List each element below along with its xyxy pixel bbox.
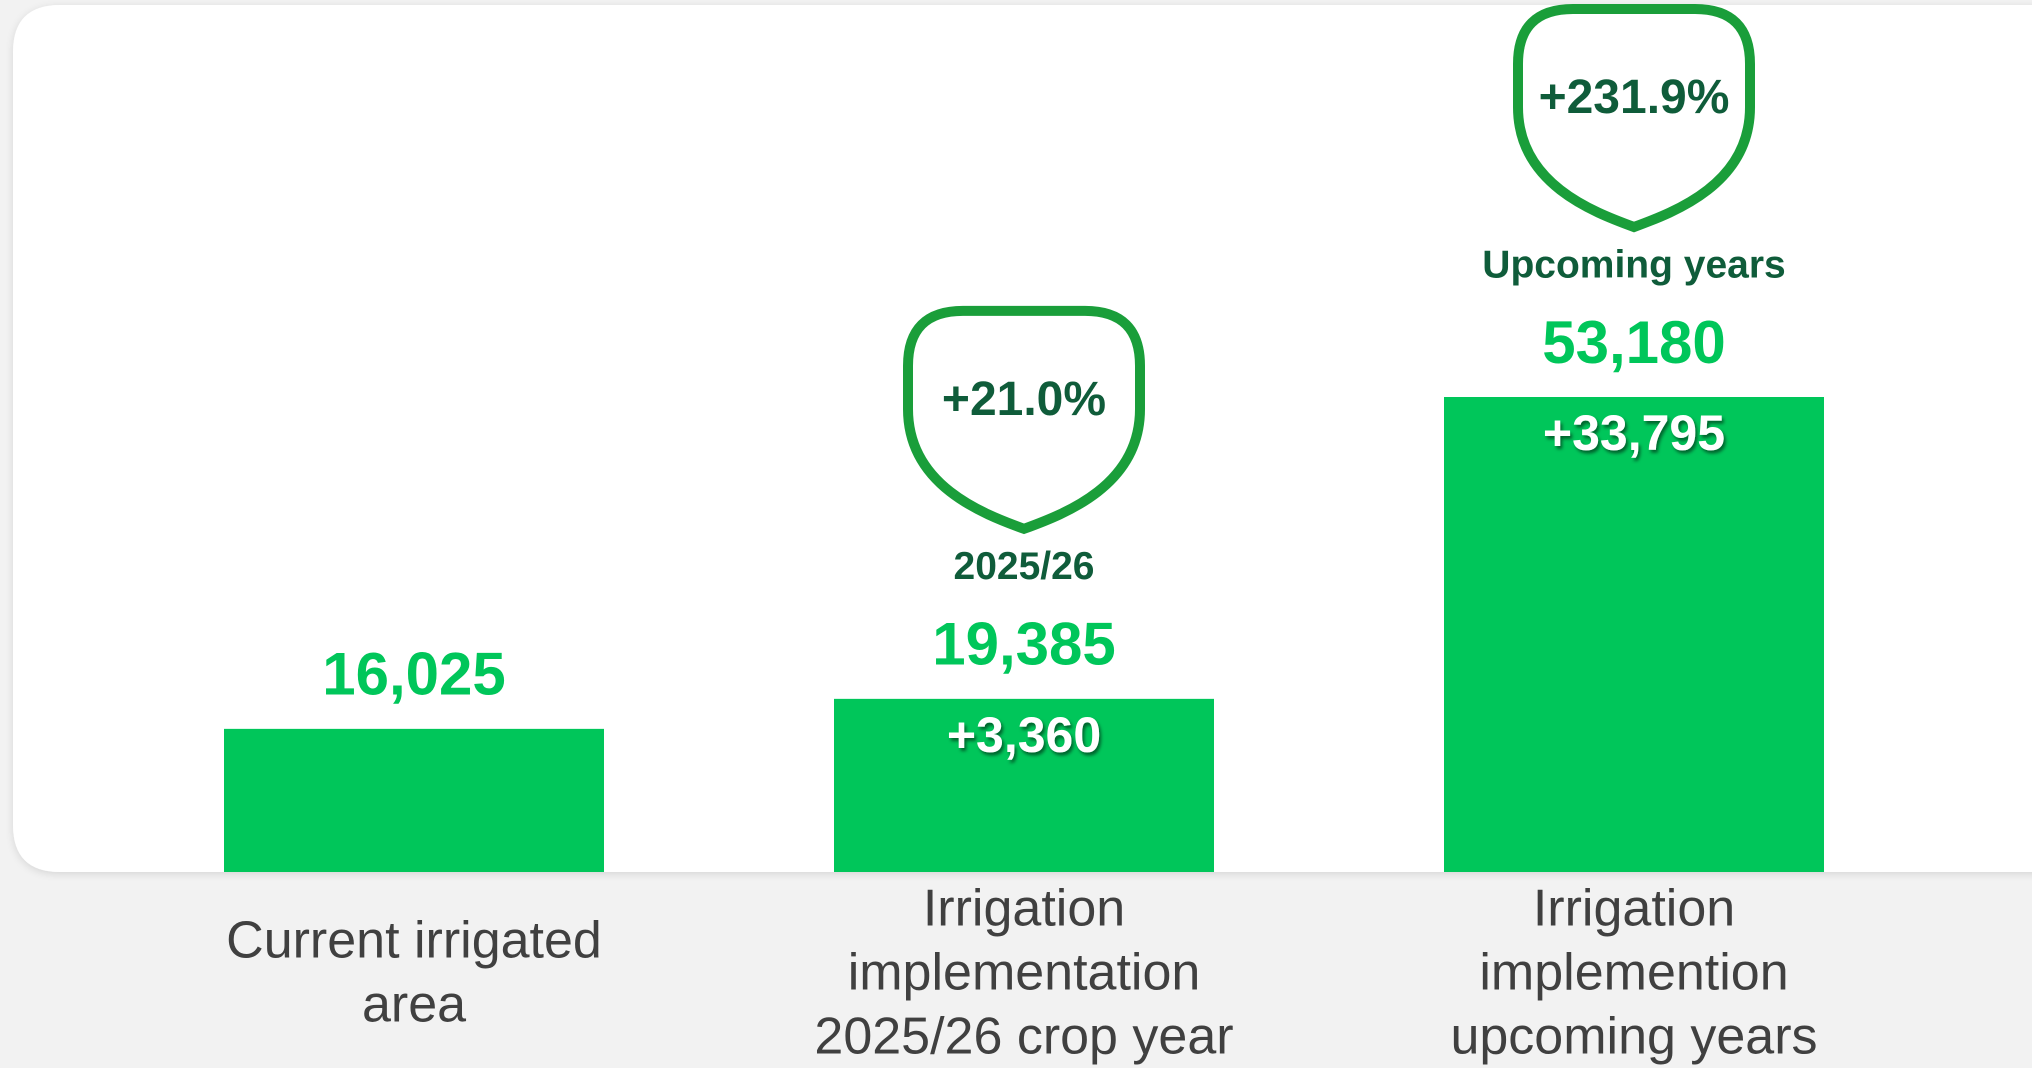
category-label: area	[362, 976, 466, 1034]
bar	[224, 728, 604, 872]
category-label: implementation	[848, 944, 1201, 1002]
category-label: Current irrigated	[226, 912, 602, 970]
growth-badge	[1513, 4, 1755, 233]
increment-label: +33,795	[1543, 405, 1725, 461]
growth-badge	[903, 305, 1145, 535]
value-label: 16,025	[322, 641, 506, 708]
category-label: upcoming years	[1450, 1008, 1817, 1066]
category-label: implemention	[1479, 944, 1788, 1002]
value-label: 53,180	[1542, 309, 1726, 376]
increment-label: +3,360	[947, 707, 1101, 763]
bar	[834, 698, 1214, 872]
period-label: Upcoming years	[1482, 243, 1785, 286]
category-label: 2025/26 crop year	[814, 1008, 1233, 1066]
category-label: Irrigation	[1533, 880, 1735, 938]
bar	[1444, 397, 1824, 872]
growth-label: +231.9%	[1539, 71, 1730, 124]
period-label: 2025/26	[954, 545, 1095, 588]
category-label: Irrigation	[923, 880, 1125, 938]
value-label: 19,385	[932, 611, 1116, 678]
growth-label: +21.0%	[942, 373, 1106, 426]
